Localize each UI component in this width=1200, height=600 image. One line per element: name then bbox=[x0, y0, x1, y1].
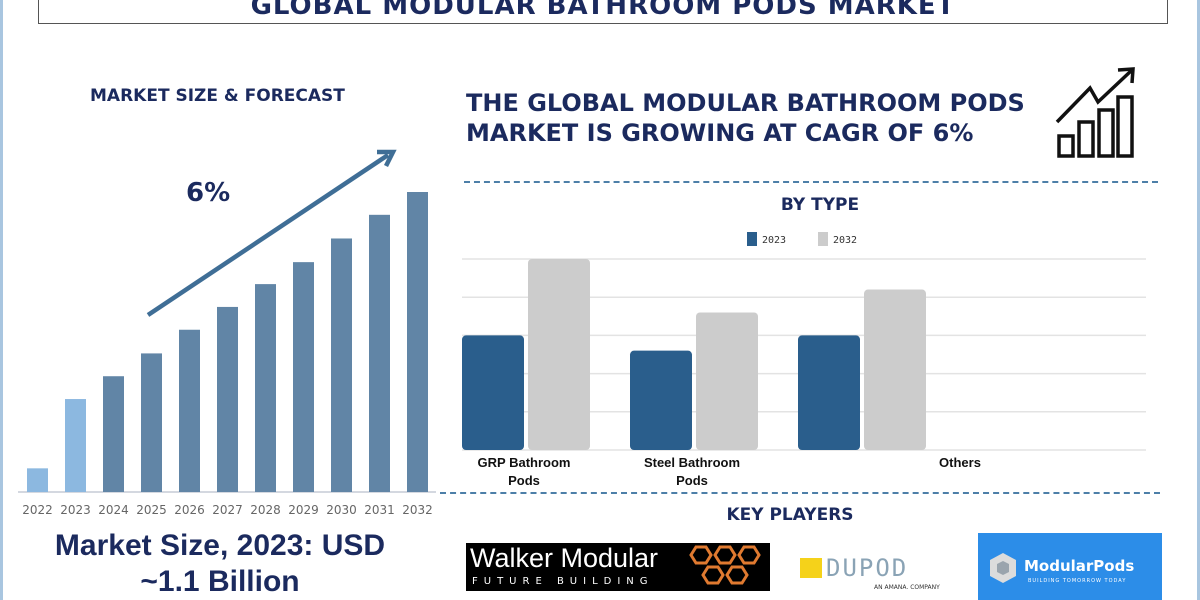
headline-line1: THE GLOBAL MODULAR BATHROOM PODS bbox=[466, 89, 1025, 117]
logo-name: Walker Modular bbox=[470, 543, 659, 573]
x-tick-label: 2032 bbox=[402, 503, 433, 517]
x-tick-label: 2025 bbox=[136, 503, 167, 517]
x-tick-label: Pods bbox=[676, 473, 708, 488]
bar-2030 bbox=[331, 238, 352, 492]
logo-name: ModularPods bbox=[1024, 557, 1135, 575]
left-border bbox=[0, 0, 3, 600]
bar-2024 bbox=[103, 376, 124, 492]
x-tick-label: 2022 bbox=[22, 503, 53, 517]
logo-mark-icon bbox=[800, 558, 822, 578]
x-tick-label: Pods bbox=[508, 473, 540, 488]
bar-2026 bbox=[179, 329, 200, 492]
cube-icon bbox=[990, 553, 1016, 583]
logo-walker-modular: Walker Modular FUTURE BUILDING bbox=[466, 543, 770, 591]
bar-2023-0 bbox=[462, 335, 524, 450]
bar-2031 bbox=[369, 214, 390, 492]
x-tick-label: 2026 bbox=[174, 503, 205, 517]
x-tick-label: GRP Bathroom bbox=[478, 455, 571, 470]
by-type-heading: BY TYPE bbox=[780, 195, 860, 215]
market-size-heading: MARKET SIZE & FORECAST bbox=[90, 86, 345, 106]
logo-name: DUPOD bbox=[826, 554, 909, 582]
x-tick-label: 2029 bbox=[288, 503, 319, 517]
legend-label: 2023 bbox=[762, 235, 786, 246]
divider bbox=[464, 181, 1158, 183]
page-title: GLOBAL MODULAR BATHROOM PODS MARKET bbox=[250, 0, 956, 21]
x-tick-label: 2027 bbox=[212, 503, 243, 517]
divider bbox=[440, 492, 1160, 494]
x-tick-label: 2030 bbox=[326, 503, 357, 517]
x-tick-label: Others bbox=[939, 455, 981, 470]
trend-arrow bbox=[146, 153, 390, 317]
logo-tagline: FUTURE BUILDING bbox=[472, 576, 654, 587]
hexagon-icon bbox=[689, 545, 761, 585]
market-size-line1: Market Size, 2023: USD bbox=[54, 529, 386, 562]
trend-arrow-head bbox=[377, 149, 397, 168]
bar-2027 bbox=[217, 306, 238, 492]
legend-swatch-2032 bbox=[818, 232, 828, 246]
headline-line2: MARKET IS GROWING AT CAGR OF 6% bbox=[466, 119, 974, 147]
legend-label: 2032 bbox=[833, 235, 857, 246]
headline: THE GLOBAL MODULAR BATHROOM PODS MARKET … bbox=[466, 88, 1025, 148]
bar-2023-1 bbox=[630, 350, 692, 450]
right-border bbox=[1197, 0, 1200, 600]
logo-dupod: DUPOD AN AMANA. COMPANY bbox=[800, 554, 950, 594]
bar-2032 bbox=[407, 192, 428, 492]
x-tick-label: 2024 bbox=[98, 503, 129, 517]
market-size-line2: ~1.1 Billion bbox=[140, 565, 300, 598]
market-size-footer: Market Size, 2023: USD ~1.1 Billion bbox=[0, 528, 440, 600]
bar-2023 bbox=[65, 399, 86, 492]
cagr-label: 6% bbox=[186, 178, 231, 208]
logo-tagline: BUILDING TOMORROW TODAY bbox=[1028, 578, 1127, 584]
legend-swatch-2023 bbox=[747, 232, 757, 246]
x-tick-label: 2023 bbox=[60, 503, 91, 517]
bar-2029 bbox=[293, 262, 314, 492]
logo-tagline: AN AMANA. COMPANY bbox=[874, 584, 940, 591]
bar-2032-1 bbox=[696, 312, 758, 450]
x-tick-label: 2031 bbox=[364, 503, 395, 517]
x-tick-label: Steel Bathroom bbox=[644, 455, 740, 470]
bar-2025 bbox=[141, 353, 162, 492]
title-box: GLOBAL MODULAR BATHROOM PODS MARKET bbox=[38, 0, 1168, 24]
bar-2032-0 bbox=[528, 259, 590, 450]
x-tick-label: 2028 bbox=[250, 503, 281, 517]
bar-2023-2 bbox=[798, 335, 860, 450]
key-players-heading: KEY PLAYERS bbox=[726, 505, 854, 525]
bar-2028 bbox=[255, 284, 276, 492]
logo-modularpods: ModularPods BUILDING TOMORROW TODAY bbox=[978, 533, 1162, 600]
bar-2032-2 bbox=[864, 289, 926, 450]
bar-2022 bbox=[27, 468, 48, 492]
